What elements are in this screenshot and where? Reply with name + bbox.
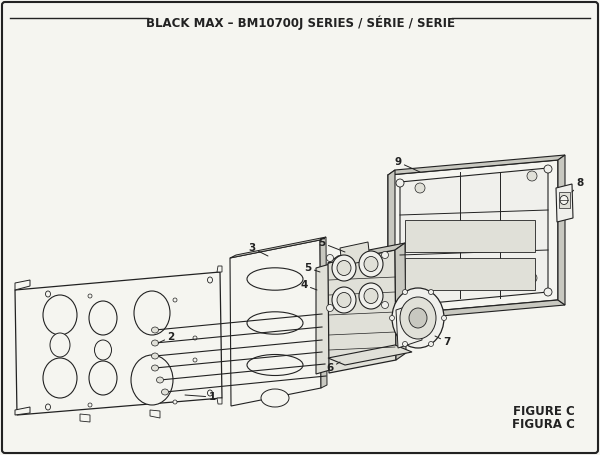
Ellipse shape [43,358,77,398]
Text: 5: 5 [304,263,320,273]
Polygon shape [388,155,565,175]
Polygon shape [388,170,395,320]
Ellipse shape [151,327,158,333]
Polygon shape [217,398,222,404]
Ellipse shape [208,277,212,283]
Text: 4: 4 [301,280,317,290]
Ellipse shape [326,254,334,262]
Text: 6: 6 [326,362,340,373]
Ellipse shape [415,183,425,193]
Ellipse shape [89,361,117,395]
Polygon shape [15,407,30,415]
Ellipse shape [151,340,158,346]
Ellipse shape [359,283,383,309]
Ellipse shape [247,354,303,375]
Ellipse shape [415,283,425,293]
Ellipse shape [337,293,351,308]
Polygon shape [15,280,30,290]
Text: 9: 9 [394,157,420,172]
Ellipse shape [326,304,334,312]
Polygon shape [328,250,396,373]
Polygon shape [558,155,565,305]
Ellipse shape [46,291,50,297]
Polygon shape [230,237,326,258]
Ellipse shape [359,251,383,277]
Text: FIGURA C: FIGURA C [512,418,575,431]
Ellipse shape [46,404,50,410]
Ellipse shape [527,273,537,283]
Polygon shape [395,243,406,360]
Ellipse shape [193,336,197,340]
Polygon shape [230,240,321,406]
Ellipse shape [403,342,407,346]
Ellipse shape [337,261,351,275]
Ellipse shape [247,312,303,334]
Ellipse shape [392,288,444,348]
Ellipse shape [88,403,92,407]
Ellipse shape [544,165,552,173]
Polygon shape [320,237,327,388]
Ellipse shape [400,297,436,339]
Ellipse shape [247,268,303,290]
Ellipse shape [382,252,389,258]
Polygon shape [150,410,160,418]
Polygon shape [328,243,405,263]
Bar [405,258,535,290]
Ellipse shape [544,288,552,296]
Ellipse shape [89,301,117,335]
Ellipse shape [382,302,389,308]
Text: 2: 2 [158,332,175,343]
Ellipse shape [560,196,568,204]
Ellipse shape [151,365,158,371]
Polygon shape [396,302,422,348]
Ellipse shape [409,308,427,328]
Ellipse shape [364,257,378,272]
Text: 8: 8 [572,178,584,192]
Ellipse shape [396,179,404,187]
Ellipse shape [50,333,70,357]
Ellipse shape [88,294,92,298]
Polygon shape [388,160,558,315]
Ellipse shape [332,287,356,313]
Text: 1: 1 [185,392,215,402]
Polygon shape [15,272,222,415]
Ellipse shape [157,377,163,383]
Ellipse shape [43,295,77,335]
Text: FIGURE C: FIGURE C [513,405,575,418]
Ellipse shape [442,315,446,320]
Bar [559,192,570,208]
Ellipse shape [173,400,177,404]
Text: 7: 7 [435,336,451,347]
Polygon shape [400,168,548,306]
Ellipse shape [396,302,404,310]
Text: BLACK MAX – BM10700J SERIES / SÉRIE / SERIE: BLACK MAX – BM10700J SERIES / SÉRIE / SE… [146,15,455,30]
Ellipse shape [173,298,177,302]
Ellipse shape [95,340,112,360]
Polygon shape [340,242,370,266]
Ellipse shape [428,342,433,346]
Ellipse shape [261,389,289,407]
Bar [405,220,535,252]
Ellipse shape [403,289,407,294]
Ellipse shape [131,355,173,405]
Text: 5: 5 [319,238,345,252]
Polygon shape [316,264,330,374]
Polygon shape [388,300,565,320]
Ellipse shape [134,291,170,335]
Text: 3: 3 [248,243,268,256]
Polygon shape [80,414,90,422]
Ellipse shape [208,390,212,396]
Ellipse shape [151,353,158,359]
Ellipse shape [332,255,356,281]
Ellipse shape [364,288,378,303]
Polygon shape [217,266,222,272]
Polygon shape [328,345,412,365]
Ellipse shape [193,358,197,362]
Ellipse shape [527,171,537,181]
Ellipse shape [161,389,169,395]
Polygon shape [556,184,573,222]
Ellipse shape [389,315,395,320]
Ellipse shape [428,289,433,294]
